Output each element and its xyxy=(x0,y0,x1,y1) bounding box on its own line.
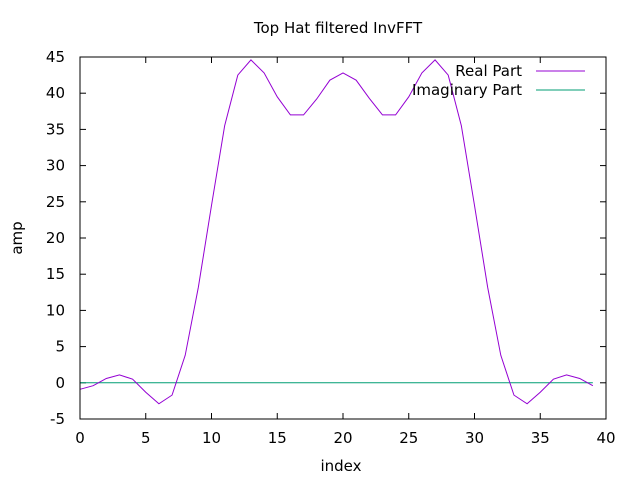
y-axis-label: amp xyxy=(8,221,26,254)
plot-frame xyxy=(79,56,607,420)
legend: Real Part Imaginary Part xyxy=(412,62,585,99)
y-tick-label: -5 xyxy=(50,410,65,428)
x-tick-label: 5 xyxy=(141,429,151,447)
y-tick-label: 40 xyxy=(46,84,65,102)
x-tick-label: 40 xyxy=(596,429,615,447)
y-tick-label: 25 xyxy=(46,193,65,211)
x-tick-label: 0 xyxy=(75,429,85,447)
chart-title: Top Hat filtered InvFFT xyxy=(253,19,423,37)
x-tick-label: 25 xyxy=(399,429,418,447)
y-tick-label: 10 xyxy=(46,301,65,319)
x-tick-label: 15 xyxy=(268,429,287,447)
legend-label-real: Real Part xyxy=(455,62,522,80)
series-line-real-part xyxy=(79,59,594,405)
y-tick-label: 5 xyxy=(55,338,65,356)
x-axis-label: index xyxy=(320,457,361,475)
y-tick-label: 15 xyxy=(46,265,65,283)
y-tick-label: 35 xyxy=(46,120,65,138)
x-tick-label: 30 xyxy=(465,429,484,447)
legend-label-imaginary: Imaginary Part xyxy=(412,81,522,99)
x-tick-label: 20 xyxy=(333,429,352,447)
x-tick-label: 10 xyxy=(202,429,221,447)
y-tick-label: 20 xyxy=(46,229,65,247)
x-tick-label: 35 xyxy=(531,429,550,447)
y-tick-label: 30 xyxy=(46,157,65,175)
y-tick-label: 45 xyxy=(46,48,65,66)
y-tick-label: 0 xyxy=(55,374,65,392)
